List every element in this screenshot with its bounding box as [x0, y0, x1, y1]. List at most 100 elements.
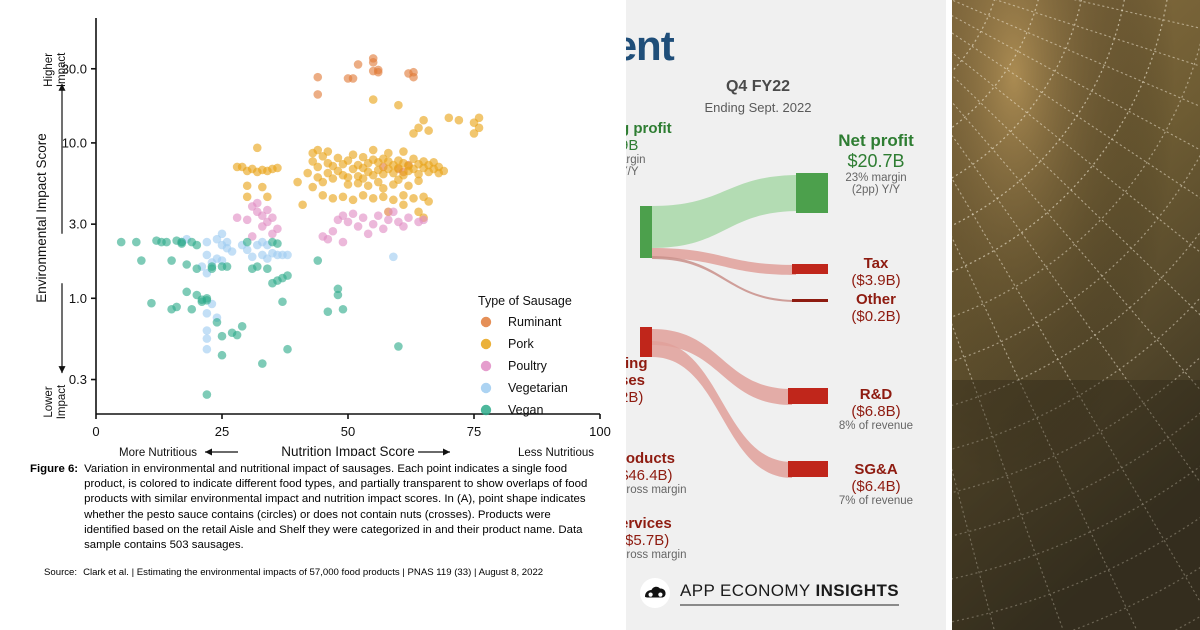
scatter-point: [242, 237, 252, 247]
sga-percent: 7% of revenue: [838, 495, 914, 507]
legend-swatch-ruminant[interactable]: [480, 316, 492, 328]
legend-label-poultry[interactable]: Poultry: [508, 359, 548, 373]
scatter-point: [177, 239, 186, 248]
legend-title: Type of Sausage: [478, 294, 572, 308]
scatter-figure-panel: 0.3 1.0 3.0 10.0 30.0 0 25 50 75 100 Environmental…: [0, 18, 620, 579]
legend-label-vegan[interactable]: Vegan: [508, 403, 544, 417]
scatter-point: [227, 247, 237, 256]
scatter-point: [389, 252, 398, 262]
x-tick-label: 25: [215, 424, 229, 439]
scatter-point: [414, 123, 423, 133]
scatter-point: [414, 169, 423, 179]
net-profit-yoy: (2pp) Y/Y: [851, 184, 901, 196]
spider-web-photo: [952, 0, 1200, 630]
legend-label-pork[interactable]: Pork: [508, 337, 534, 351]
brand-wrap: APP ECONOMY INSIGHTS: [680, 581, 899, 606]
scatter-point: [328, 226, 338, 236]
brand-footer: APP ECONOMY INSIGHTS: [640, 578, 899, 608]
net-profit-margin: 23% margin: [845, 172, 907, 184]
scatter-point: [338, 192, 348, 202]
legend-swatch-pork[interactable]: [480, 338, 492, 350]
scatter-point: [378, 184, 388, 193]
scatter-point: [283, 250, 292, 260]
operating-profit-name: g profit: [626, 120, 672, 137]
legend-swatch-poultry[interactable]: [480, 360, 492, 372]
legend-label-ruminant[interactable]: Ruminant: [508, 315, 562, 329]
scatter-point: [323, 147, 333, 156]
scatter-point: [167, 256, 176, 265]
scatter-point: [333, 153, 343, 163]
y-tick-label: 30.0: [62, 61, 87, 76]
scatter-point: [363, 229, 373, 239]
products-margin: gross margin: [626, 484, 687, 496]
operating-profit-node: [640, 206, 652, 258]
scatter-point: [308, 157, 318, 166]
net-profit-node: [796, 173, 828, 213]
scatter-point: [258, 182, 267, 192]
scatter-point: [182, 260, 192, 269]
y-high-impact-label2: Impact: [56, 52, 68, 87]
scatter-point: [353, 222, 363, 231]
scatter-point: [348, 74, 358, 83]
scatter-point: [323, 307, 333, 316]
scatter-point: [373, 177, 383, 187]
scatter-point: [424, 126, 433, 135]
scatter-point: [353, 60, 363, 69]
x-tick-label: 75: [467, 424, 481, 439]
scatter-point: [247, 252, 257, 262]
operating-expenses-name2: ses: [626, 372, 646, 389]
figure-caption: Figure 6: Variation in environmental and…: [0, 462, 620, 578]
x-tick-label: 0: [92, 424, 99, 439]
scatter-point: [409, 129, 418, 138]
web-radial-strand: [952, 177, 1200, 603]
sankey-title: tement: [626, 22, 675, 69]
scatter-point: [358, 152, 368, 162]
scatter-point: [363, 181, 373, 191]
scatter-point: [404, 181, 413, 191]
scatter-point: [389, 207, 398, 217]
y-low-impact-label: Lower: [43, 386, 55, 417]
rnd-name: R&D: [859, 386, 893, 403]
operating-profit-yoy: Y/Y: [626, 166, 639, 178]
legend-swatch-vegetarian[interactable]: [480, 382, 492, 394]
rnd-value: ($6.8B): [851, 403, 901, 420]
scatter-point: [162, 237, 171, 247]
scatter-point: [202, 309, 212, 318]
tax-name: Tax: [863, 255, 889, 272]
scatter-point: [474, 123, 484, 133]
scatter-point: [414, 207, 423, 217]
scatter-point: [373, 211, 383, 221]
scatter-point: [409, 67, 418, 77]
scatter-point: [343, 173, 353, 182]
legend-label-vegetarian[interactable]: Vegetarian: [508, 381, 568, 395]
sankey-node-operating-profit: g profit 9B argin Y/Y: [626, 120, 672, 178]
source-label: Source:: [44, 567, 78, 579]
scatter-point: [399, 200, 408, 210]
sankey-node-sga: SG&A ($6.4B) 7% of revenue: [806, 461, 946, 507]
web-radial-strand: [952, 0, 1200, 107]
sga-name: SG&A: [854, 461, 898, 478]
brand-bold: INSIGHTS: [815, 580, 899, 600]
x-axis-title: Nutrition Impact Score: [281, 444, 415, 456]
scatter-point: [409, 194, 418, 203]
scatter-point: [358, 174, 368, 183]
legend-swatch-vegan[interactable]: [480, 404, 492, 416]
scatter-point: [394, 342, 403, 351]
tax-value: ($3.9B): [851, 272, 901, 289]
sankey-panel: tement Q4 FY22 Ending Sept. 2022 g profi…: [626, 0, 946, 630]
sankey-node-tax: Tax ($3.9B): [806, 255, 946, 289]
scatter-point: [202, 250, 212, 260]
y-tick-label: 1.0: [69, 291, 87, 306]
web-radial-strand: [952, 236, 1138, 630]
photo-vignette: [952, 380, 1200, 630]
x-tick-label: 50: [341, 424, 355, 439]
scatter-point: [474, 113, 484, 123]
scatter-point: [414, 176, 423, 186]
other-value: ($0.2B): [851, 308, 901, 325]
scatter-point: [172, 302, 181, 312]
sga-value: ($6.4B): [851, 478, 901, 495]
scatter-point: [217, 262, 227, 271]
web-radial-strand: [952, 134, 1200, 483]
scatter-point: [293, 177, 302, 187]
sga-node: [788, 461, 828, 477]
